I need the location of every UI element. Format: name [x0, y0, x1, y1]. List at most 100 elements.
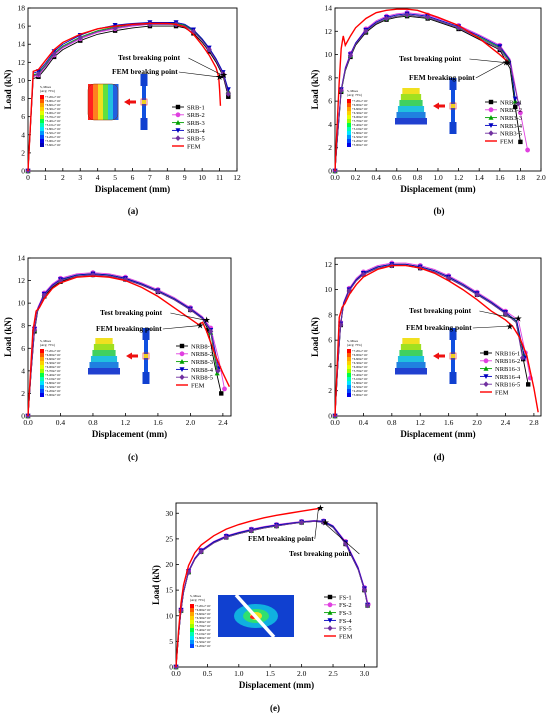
neck-band	[98, 84, 104, 120]
x-tick-label: 0.2	[351, 173, 361, 182]
data-point	[198, 548, 204, 555]
contour-swatch	[40, 353, 44, 357]
series-line	[334, 264, 539, 417]
y-tick-label: 0	[328, 412, 332, 421]
data-point	[219, 391, 224, 396]
x-tick-label: 1.2	[454, 173, 464, 182]
legend-label: NRB3-3	[500, 115, 522, 122]
inset-legend-title: S, Mises	[347, 339, 359, 344]
legend-label: NRB16-5	[495, 382, 520, 389]
panel-caption: (a)	[128, 206, 139, 216]
contour-swatch	[347, 377, 351, 381]
legend-marker	[175, 104, 181, 110]
legend-label: FEM	[500, 138, 514, 145]
y-tick-label: 8	[328, 73, 332, 82]
neck-band	[402, 338, 420, 345]
x-tick-label: 0.4	[372, 173, 382, 182]
y-tick-label: 0	[21, 167, 25, 176]
contour-value: +6.600e+10²	[352, 357, 367, 361]
contour-swatch	[347, 103, 351, 107]
series-FEM	[27, 22, 222, 172]
y-tick-label: 10	[325, 285, 333, 294]
x-tick-label: 8	[165, 173, 169, 182]
legend-marker	[488, 123, 494, 128]
y-tick-label: 0	[169, 663, 173, 672]
series-line	[175, 520, 369, 668]
y-tick-label: 14	[325, 4, 333, 13]
data-point	[512, 96, 518, 102]
data-point	[155, 289, 161, 295]
x-tick-label: 2.8	[529, 418, 539, 427]
contour-value: +3.900e+10²	[352, 393, 367, 397]
legend-label: SRB-3	[187, 120, 205, 127]
y-tick-label: 12	[325, 27, 333, 36]
plot-frame	[334, 257, 542, 417]
contour-swatch	[40, 139, 44, 143]
annotation-label: FEM breaking point	[96, 324, 162, 333]
legend-label: FEM	[191, 382, 205, 389]
contour-value: +7.201e+10²	[352, 349, 367, 353]
x-tick-label: 6	[131, 173, 135, 182]
data-point	[363, 28, 369, 35]
contour-swatch	[347, 389, 351, 393]
data-point	[206, 46, 212, 53]
legend-label: FS-2	[339, 602, 352, 609]
contour-value: +4.500e+10²	[195, 640, 210, 644]
x-tick-label: 0.4	[359, 418, 369, 427]
contour-value: +4.800e+10²	[352, 381, 367, 385]
neck-band	[399, 350, 423, 357]
contour-swatch	[190, 624, 194, 628]
contour-swatch	[40, 381, 44, 385]
panel-caption: (e)	[270, 703, 280, 713]
y-tick-label: 8	[21, 94, 25, 103]
legend-label: NRB3-2	[500, 107, 522, 114]
inset-legend-subtitle: (Avg: 75%)	[347, 343, 362, 347]
data-point	[364, 602, 371, 609]
contour-value: +6.301e+10²	[45, 107, 60, 111]
data-point	[347, 52, 354, 59]
contour-swatch	[347, 135, 351, 139]
contour-swatch	[347, 393, 351, 397]
y-tick-label: 2	[21, 148, 25, 157]
y-tick-label: 14	[18, 254, 26, 263]
annotation-label: FEM breaking point	[248, 534, 314, 543]
inset-legend-title: S, Mises	[40, 339, 52, 344]
y-tick-label: 15	[166, 586, 174, 595]
y-tick-label: 10	[166, 611, 174, 620]
data-point	[223, 534, 229, 541]
contour-swatch	[40, 107, 44, 111]
breaking-point-star: ★	[196, 321, 204, 331]
contour-swatch	[40, 365, 44, 369]
inset-legend-title: S, Mises	[190, 594, 202, 599]
plot-frame	[27, 257, 232, 417]
inset-legend-subtitle: (Avg: 75%)	[347, 93, 362, 97]
y-tick-label: 0	[328, 167, 332, 176]
contour-swatch	[40, 393, 44, 397]
y-tick-label: 6	[21, 344, 25, 353]
legend-label: NRB16-1	[495, 350, 520, 357]
y-tick-label: 4	[328, 361, 332, 370]
legend-label: FS-1	[339, 594, 352, 601]
data-point	[215, 368, 221, 374]
x-tick-label: 1.0	[433, 173, 443, 182]
y-tick-label: 8	[328, 310, 332, 319]
fem-inset: S, Mises(Avg: 75%) +7.201e+10²+6.900e+10²…	[347, 328, 457, 397]
contour-swatch	[190, 632, 194, 636]
series-line	[27, 22, 222, 172]
data-point	[446, 275, 452, 282]
legend-marker	[488, 115, 494, 120]
contour-value: +5.100e+10²	[352, 377, 367, 381]
legend-label: NRB16-2	[495, 358, 520, 365]
contour-value: +6.000e+10²	[352, 115, 367, 119]
series-FS-5	[173, 519, 371, 670]
contour-swatch	[40, 123, 44, 127]
x-tick-label: 0	[26, 173, 30, 182]
contour-value: +4.500e+10²	[352, 385, 367, 389]
legend-marker	[483, 366, 489, 371]
legend-label: NRB3-1	[500, 99, 522, 106]
series-line	[334, 8, 509, 172]
x-tick-label: 1.2	[121, 418, 131, 427]
contour-swatch	[347, 123, 351, 127]
contour-swatch	[347, 115, 351, 119]
